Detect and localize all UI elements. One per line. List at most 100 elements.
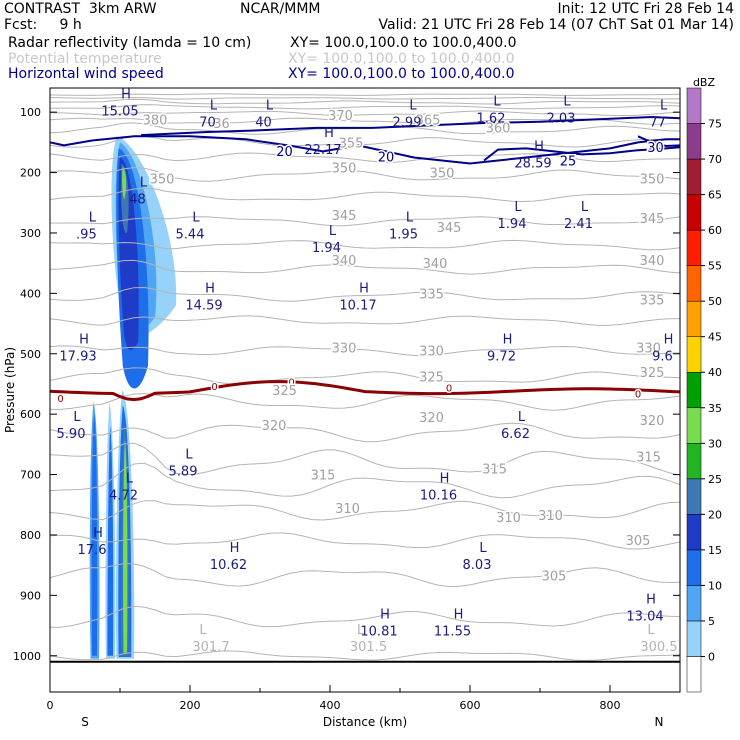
y-axis-label: Pressure (hPa): [3, 347, 17, 433]
theta-extremum-value: 301.7: [192, 640, 229, 655]
colorbar-swatch: [686, 265, 702, 302]
hl-value: 17.6: [78, 543, 107, 558]
field3-name: Horizontal wind speed: [8, 66, 164, 82]
x-end-label-north: N: [655, 715, 664, 729]
hl-letter: H: [79, 333, 89, 348]
theta-label: 310: [335, 502, 360, 517]
hl-marker: L 2.99: [393, 98, 422, 130]
wind-25-contour: [483, 146, 680, 162]
theta-label: 305: [542, 569, 567, 584]
y-tick-label: 100: [20, 106, 41, 119]
theta-extremum: L 301.7: [192, 623, 229, 655]
hl-value: 14.59: [185, 298, 222, 313]
hl-marker: H 28.59: [514, 139, 551, 171]
hl-letter: L: [563, 95, 571, 110]
colorbar-swatch: [686, 620, 702, 657]
y-tick-label: 600: [20, 408, 41, 421]
hl-value: 17.93: [59, 350, 96, 365]
hl-letter: L: [581, 200, 589, 215]
theta-label: 380: [143, 113, 168, 128]
theta-label: 330: [419, 345, 444, 360]
hl-value: 4.72: [109, 489, 138, 504]
hl-marker: L 1.94: [312, 224, 341, 256]
theta-label: 335: [419, 287, 444, 302]
hl-letter: L: [409, 98, 417, 113]
theta-label: 305: [626, 534, 651, 549]
hl-value: 28.59: [514, 156, 551, 171]
theta-label: 325: [272, 384, 297, 399]
wind-contours: [50, 115, 680, 165]
theta-isoline: [50, 345, 680, 357]
theta-isoline: [50, 110, 680, 116]
hl-letter: L: [73, 410, 81, 425]
hl-marker: L 8.03: [463, 541, 492, 573]
colorbar-label: 45: [708, 331, 722, 344]
theta-isoline: [50, 605, 680, 628]
hl-value: 48: [129, 193, 146, 208]
hl-value: 8.03: [463, 558, 492, 573]
wind-label: 20: [276, 145, 293, 160]
field1-xy: XY= 100.0,100.0 to 100.0,400.0: [290, 35, 517, 51]
theta-isoline: [50, 98, 680, 105]
field2-name: Potential temperature: [8, 51, 162, 67]
hl-letter: L: [185, 447, 193, 462]
hl-value: 11.55: [434, 624, 471, 639]
theta-isoline: [50, 259, 680, 275]
hl-value: 1.95: [389, 228, 418, 243]
colorbar-swatch: [686, 443, 702, 480]
model-title: CONTRAST 3km ARW: [4, 1, 157, 17]
hl-letter: L: [660, 98, 668, 113]
colorbar-label: 0: [708, 650, 715, 663]
x-tick-label: 400: [320, 699, 341, 712]
theta-extremum-letter: L: [357, 623, 365, 638]
hl-value: 1.94: [312, 241, 341, 256]
colorbar-label: 40: [708, 366, 722, 379]
hl-marker: L 2.41: [564, 200, 593, 232]
theta-label: 345: [640, 212, 665, 227]
colorbar-swatch: [686, 158, 702, 195]
theta-isoline: [50, 563, 680, 588]
theta-extremum: L 301.5: [350, 623, 387, 655]
zero-line-label: 0: [635, 390, 641, 401]
hl-letter: L: [406, 211, 414, 226]
hl-letter: H: [664, 333, 674, 348]
y-tick-label: 300: [20, 227, 41, 240]
hl-marker: L 4.72: [109, 472, 138, 504]
y-tick-label: 900: [20, 589, 41, 602]
colorbar-swatch: [686, 87, 702, 124]
theta-label: 315: [311, 469, 336, 484]
theta-isoline: [50, 135, 680, 148]
theta-label: 320: [262, 419, 287, 434]
theta-isoline: [50, 97, 680, 100]
colorbar-swatch: [686, 229, 702, 266]
zero-line-label: 0: [446, 384, 452, 395]
y-tick-label: 200: [20, 167, 41, 180]
hl-value: 13.04: [626, 609, 663, 624]
hl-value: 2.99: [393, 115, 422, 130]
hl-marker: L 40: [255, 98, 274, 130]
theta-label: 325: [640, 366, 665, 381]
hl-marker: H 15.05: [101, 88, 138, 119]
field3-xy: XY= 100.0,100.0 to 100.0,400.0: [288, 66, 515, 82]
hl-letter: H: [440, 472, 450, 487]
theta-isoline: [50, 286, 680, 302]
hl-marker: H 13.04: [626, 592, 663, 624]
hl-marker: L 70: [199, 98, 218, 130]
hl-letter: H: [205, 281, 215, 296]
colorbar-swatch: [686, 656, 702, 693]
hl-marker: L .95: [76, 211, 97, 243]
hl-value: 5.90: [57, 427, 86, 442]
hl-letter: L: [518, 410, 526, 425]
forecast-hour: Fcst: 9 h: [4, 17, 82, 33]
colorbar-swatch: [686, 407, 702, 444]
hl-letter: L: [493, 95, 501, 110]
wind-30-contour: [637, 135, 680, 148]
hl-letter: L: [266, 98, 274, 113]
field2-xy: XY= 100.0,100.0 to 100.0,400.0: [288, 51, 515, 67]
y-tick-label: 1000: [13, 650, 41, 663]
colorbar-label: 5: [708, 615, 715, 628]
plot-frame: [49, 87, 681, 693]
y-tick-label: 800: [20, 529, 41, 542]
y-tick-label: 700: [20, 469, 41, 482]
plot-area: 0 0 0 0 0 380 36 370 365 360 355 350 350 350 350 345 345…: [50, 88, 680, 663]
